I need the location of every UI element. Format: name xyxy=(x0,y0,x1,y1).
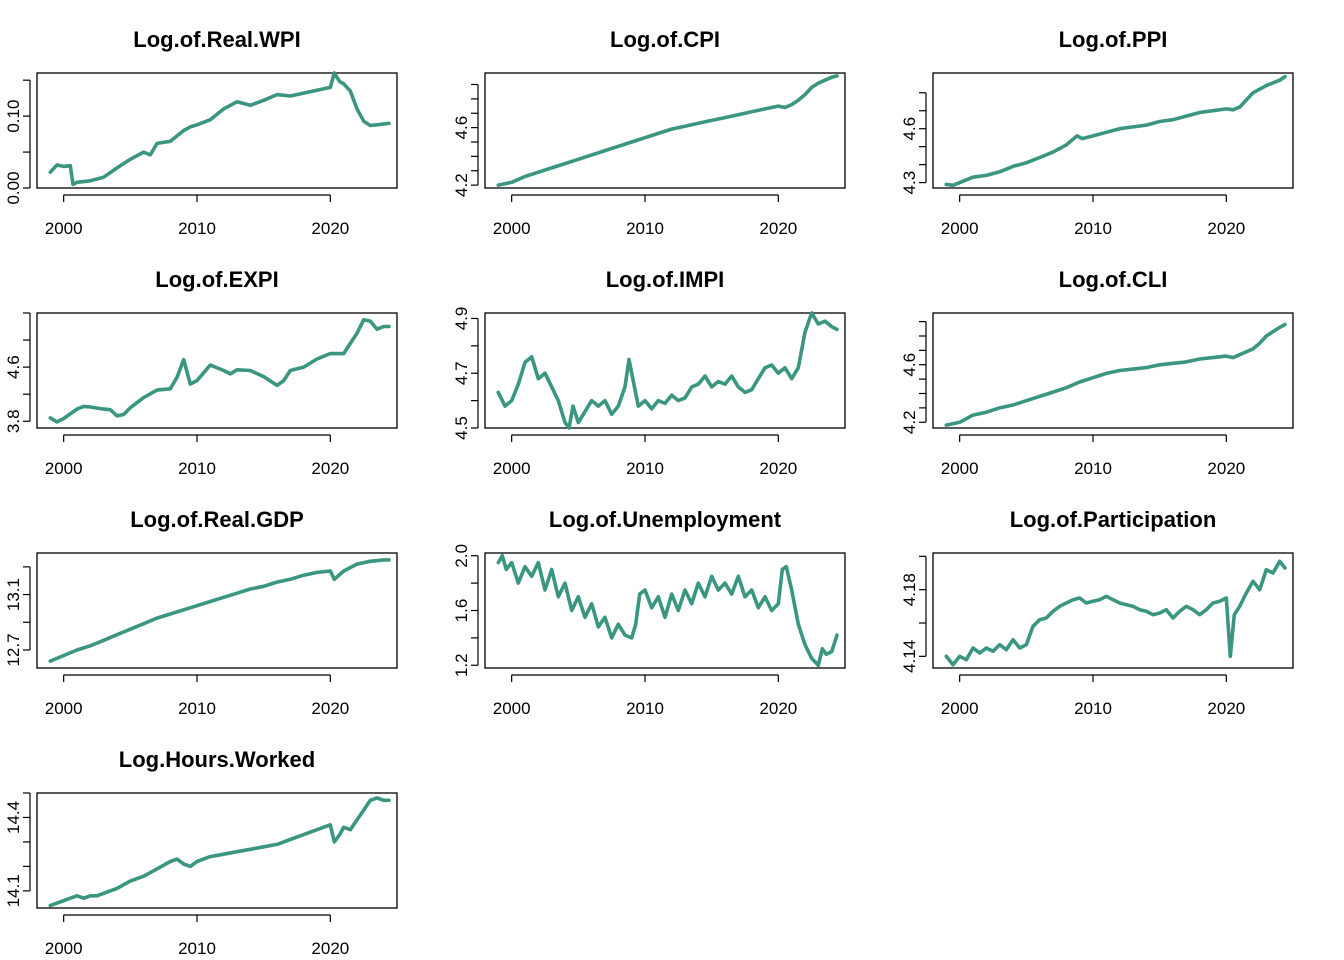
plot-frame xyxy=(932,312,1294,429)
panel-title: Log.of.Real.WPI xyxy=(133,27,300,52)
panel-8: Log.of.Unemployment 2000 2010 2020 1.2 1.6 2.0 xyxy=(452,507,846,718)
plot-frame xyxy=(36,792,398,909)
y-tick-label: 12.7 xyxy=(4,633,23,666)
plot-frame xyxy=(484,312,846,429)
y-tick-label: 4.6 xyxy=(900,117,919,141)
series-line xyxy=(496,74,839,187)
y-tick-label: 3.8 xyxy=(4,409,23,433)
x-tick-label: 2000 xyxy=(941,459,979,478)
x-tick-label: 2020 xyxy=(1207,699,1245,718)
plot-frame xyxy=(36,72,398,189)
plot-frame xyxy=(932,552,1294,669)
y-tick-label: 4.6 xyxy=(452,116,471,140)
x-tick-label: 2010 xyxy=(626,699,664,718)
panel-title: Log.Hours.Worked xyxy=(119,747,315,772)
panel-title: Log.of.Unemployment xyxy=(549,507,782,532)
panel-title: Log.of.Real.GDP xyxy=(130,507,304,532)
x-tick-label: 2010 xyxy=(178,219,216,238)
plot-frame xyxy=(36,312,398,429)
x-tick-label: 2020 xyxy=(311,699,349,718)
x-tick-label: 2010 xyxy=(1074,459,1112,478)
x-tick-label: 2000 xyxy=(493,699,531,718)
panel-title: Log.of.EXPI xyxy=(155,267,278,292)
y-tick-label: 0.10 xyxy=(4,100,23,133)
y-tick-label: 4.2 xyxy=(900,410,919,434)
y-tick-label: 4.3 xyxy=(900,171,919,195)
x-tick-label: 2000 xyxy=(493,459,531,478)
x-tick-label: 2000 xyxy=(45,459,83,478)
panel-9: Log.of.Participation 2000 2010 2020 4.14 4.18 xyxy=(900,507,1294,718)
y-tick-label: 4.18 xyxy=(900,573,919,606)
y-tick-label: 4.6 xyxy=(4,355,23,379)
panel-6: Log.of.CLI 2000 2010 2020 4.2 4.6 xyxy=(900,267,1294,478)
x-tick-label: 2000 xyxy=(941,699,979,718)
x-tick-label: 2020 xyxy=(311,939,349,958)
y-tick-label: 13.1 xyxy=(4,578,23,611)
panel-2: Log.of.CPI 2000 2010 2020 4.2 4.6 xyxy=(452,27,846,238)
series-line xyxy=(48,318,391,424)
x-tick-label: 2000 xyxy=(45,699,83,718)
y-tick-label: 2.0 xyxy=(452,544,471,568)
y-tick-label: 1.2 xyxy=(452,653,471,677)
x-tick-label: 2020 xyxy=(311,459,349,478)
x-tick-label: 2020 xyxy=(759,699,797,718)
panel-3: Log.of.PPI 2000 2010 2020 4.3 4.6 xyxy=(900,27,1294,238)
panel-1: Log.of.Real.WPI 2000 2010 2020 0.00 0.10 xyxy=(4,27,398,238)
series-line xyxy=(944,559,1287,667)
x-tick-label: 2010 xyxy=(1074,219,1112,238)
y-tick-label: 4.2 xyxy=(452,173,471,197)
y-tick-label: 0.00 xyxy=(4,171,23,204)
panel-7: Log.of.Real.GDP 2000 2010 2020 12.7 13.1 xyxy=(4,507,398,718)
panel-title: Log.of.CPI xyxy=(610,27,720,52)
x-tick-label: 2000 xyxy=(45,219,83,238)
y-tick-label: 4.7 xyxy=(452,361,471,385)
series-line xyxy=(944,322,1287,427)
y-tick-label: 4.6 xyxy=(900,353,919,377)
panel-4: Log.of.EXPI 2000 2010 2020 3.8 4.6 xyxy=(4,267,398,478)
x-tick-label: 2020 xyxy=(759,219,797,238)
panel-5: Log.of.IMPI 2000 2010 2020 4.5 4.7 4.9 xyxy=(452,267,846,478)
plot-frame xyxy=(932,72,1294,189)
panel-title: Log.of.PPI xyxy=(1059,27,1168,52)
y-tick-label: 14.4 xyxy=(4,801,23,834)
series-line xyxy=(48,71,391,187)
x-tick-label: 2020 xyxy=(1207,219,1245,238)
panel-title: Log.of.Participation xyxy=(1010,507,1217,532)
plot-frame xyxy=(484,72,846,189)
series-line xyxy=(48,558,391,663)
series-line xyxy=(496,553,839,668)
x-tick-label: 2020 xyxy=(311,219,349,238)
x-tick-label: 2010 xyxy=(626,459,664,478)
y-tick-label: 14.1 xyxy=(4,874,23,907)
panel-10: Log.Hours.Worked 2000 2010 2020 14.1 14.4 xyxy=(4,747,398,958)
y-tick-label: 4.14 xyxy=(900,640,919,673)
series-line xyxy=(496,311,839,430)
x-tick-label: 2000 xyxy=(493,219,531,238)
y-tick-label: 4.9 xyxy=(452,307,471,331)
x-tick-label: 2010 xyxy=(1074,699,1112,718)
panel-title: Log.of.IMPI xyxy=(606,267,725,292)
panel-title: Log.of.CLI xyxy=(1059,267,1168,292)
y-tick-label: 1.6 xyxy=(452,599,471,623)
plot-frame xyxy=(484,552,846,669)
series-line xyxy=(944,74,1287,188)
y-tick-label: 4.5 xyxy=(452,416,471,440)
x-tick-label: 2020 xyxy=(1207,459,1245,478)
x-tick-label: 2000 xyxy=(941,219,979,238)
x-tick-label: 2010 xyxy=(626,219,664,238)
x-tick-label: 2010 xyxy=(178,699,216,718)
plot-frame xyxy=(36,552,398,669)
x-tick-label: 2010 xyxy=(178,939,216,958)
series-line xyxy=(48,796,391,908)
x-tick-label: 2020 xyxy=(759,459,797,478)
x-tick-label: 2000 xyxy=(45,939,83,958)
x-tick-label: 2010 xyxy=(178,459,216,478)
